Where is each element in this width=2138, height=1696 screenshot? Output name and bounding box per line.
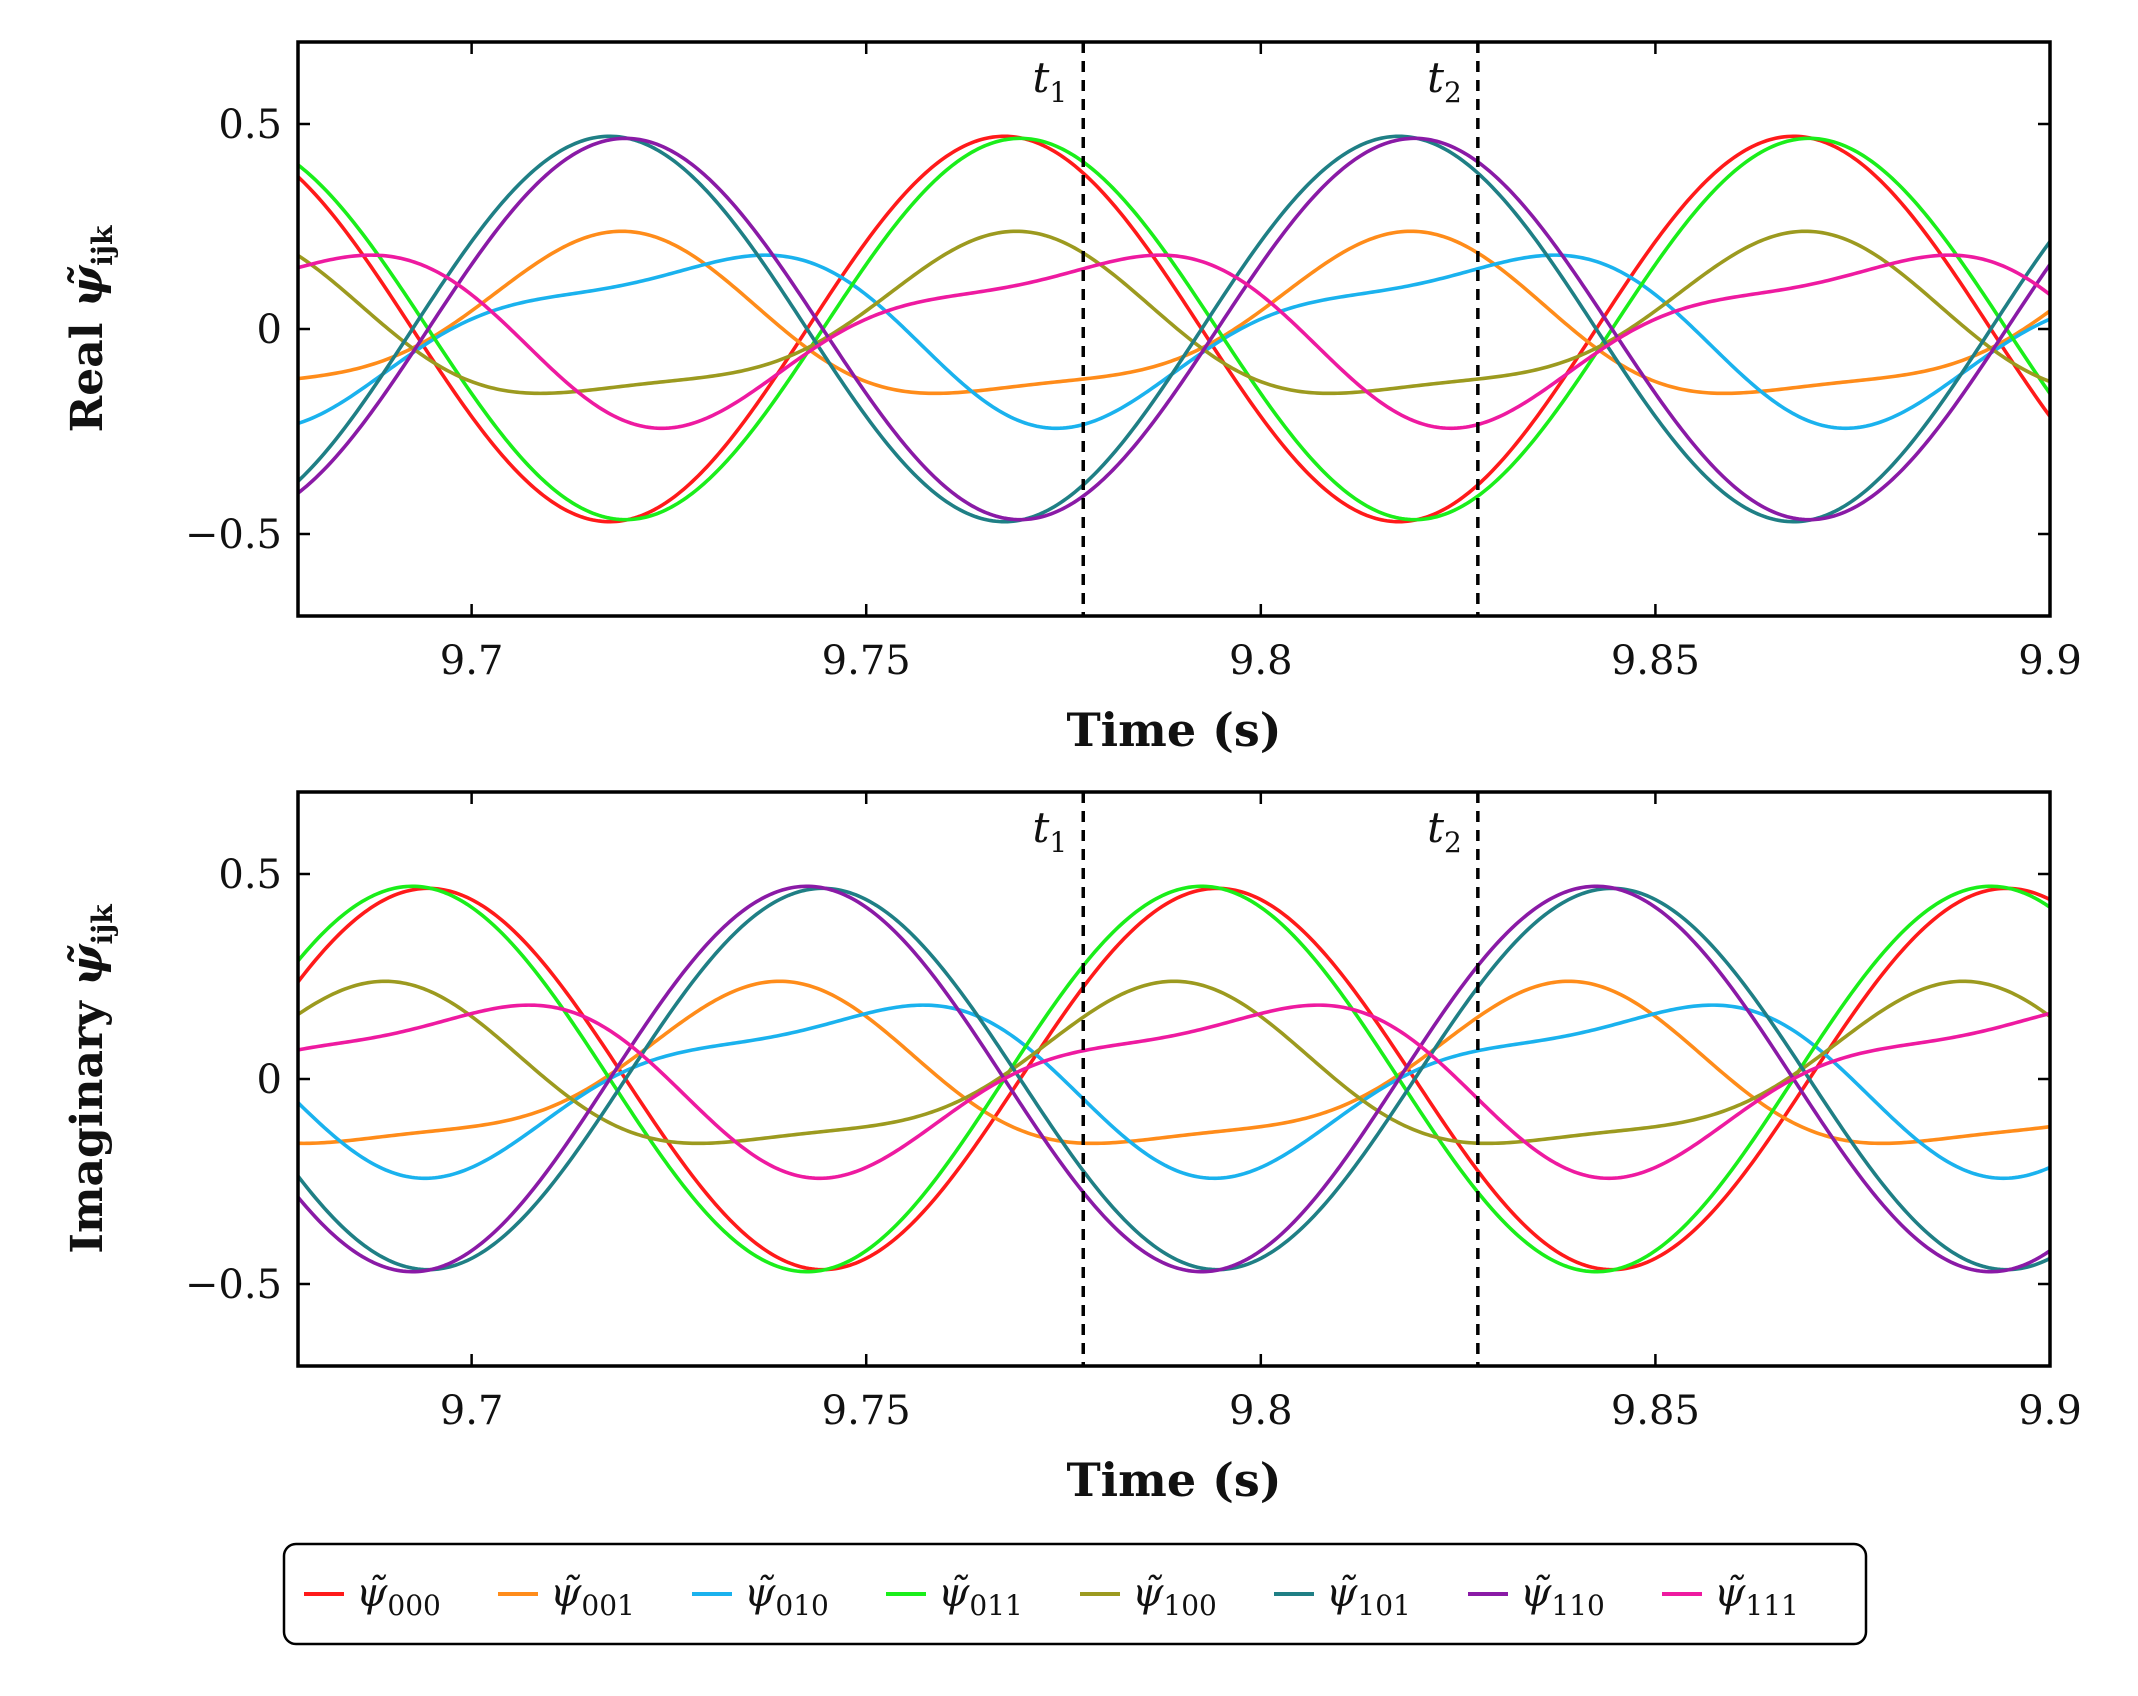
legend-label-psi-001: ψ̃001 — [550, 1570, 635, 1622]
legend-label-psi-111: ψ̃111 — [1714, 1570, 1799, 1622]
legend-frame — [282, 1542, 1868, 1646]
series-line-psi-010 — [298, 1003, 2050, 1181]
series-line-psi-000 — [298, 134, 2050, 524]
plot-frame — [296, 40, 2052, 618]
x-tick-label: 9.7 — [440, 638, 504, 684]
series-line-psi-011 — [298, 884, 2050, 1274]
x-tick-label: 9.7 — [440, 1388, 504, 1434]
x-tick-label: 9.85 — [1611, 638, 1700, 684]
series-line-psi-110 — [298, 136, 2050, 522]
legend: ψ̃000 ψ̃001 ψ̃010 ψ̃011 ψ̃100 ψ̃101 ψ̃110 ψ̃111 — [282, 1542, 1868, 1646]
x-tick-label: 9.8 — [1229, 1388, 1293, 1434]
x-axis-title: Time (s) — [1066, 1453, 1281, 1507]
x-tick-label: 9.9 — [2018, 1388, 2082, 1434]
series-line-psi-010 — [298, 253, 2050, 431]
y-tick-label: 0 — [257, 1057, 282, 1103]
y-tick-label: −0.5 — [185, 512, 282, 558]
series-line-psi-000 — [298, 886, 2050, 1272]
series-line-psi-110 — [298, 884, 2050, 1274]
imaginary-part-panel: t1 t2 9.7 9.75 9.8 9.85 9.9 0.5 0 −0.5 Time (s) Ima… — [62, 790, 2082, 1507]
time-marker-label-2: t2 — [1427, 53, 1462, 109]
time-marker-label-1: t1 — [1033, 53, 1068, 109]
y-tick-label: 0.5 — [218, 852, 282, 898]
series-line-psi-100 — [298, 229, 2050, 396]
time-marker-label-2: t2 — [1427, 803, 1462, 859]
legend-label-psi-110: ψ̃110 — [1520, 1570, 1605, 1622]
series-line-psi-101 — [298, 134, 2050, 524]
y-axis-title: Real ψ̃ijk — [62, 225, 119, 432]
series-lines — [298, 134, 2050, 524]
y-tick-label: 0 — [257, 307, 282, 353]
real-part-panel: t1 t2 9.7 9.75 9.8 9.85 9.9 0.5 0 −0.5 Time (s) Rea… — [62, 40, 2082, 757]
x-tick-label: 9.9 — [2018, 638, 2082, 684]
x-tick-label: 9.75 — [822, 1388, 911, 1434]
y-tick-label: 0.5 — [218, 102, 282, 148]
x-tick-label: 9.85 — [1611, 1388, 1700, 1434]
series-line-psi-111 — [298, 253, 2050, 431]
series-line-psi-011 — [298, 136, 2050, 522]
legend-label-psi-000: ψ̃000 — [356, 1570, 441, 1622]
series-line-psi-101 — [298, 886, 2050, 1272]
time-marker-label-1: t1 — [1033, 803, 1068, 859]
legend-label-psi-010: ψ̃010 — [744, 1570, 829, 1622]
y-tick-label: −0.5 — [185, 1262, 282, 1308]
x-tick-label: 9.8 — [1229, 638, 1293, 684]
y-axis-title: Imaginary ψ̃ijk — [62, 904, 119, 1254]
series-line-psi-111 — [298, 1003, 2050, 1181]
legend-label-psi-101: ψ̃101 — [1326, 1570, 1411, 1622]
series-line-psi-001 — [298, 229, 2050, 396]
x-axis-title: Time (s) — [1066, 703, 1281, 757]
legend-label-psi-011: ψ̃011 — [938, 1570, 1023, 1622]
series-lines — [298, 884, 2050, 1274]
legend-label-psi-100: ψ̃100 — [1132, 1570, 1217, 1622]
x-tick-label: 9.75 — [822, 638, 911, 684]
